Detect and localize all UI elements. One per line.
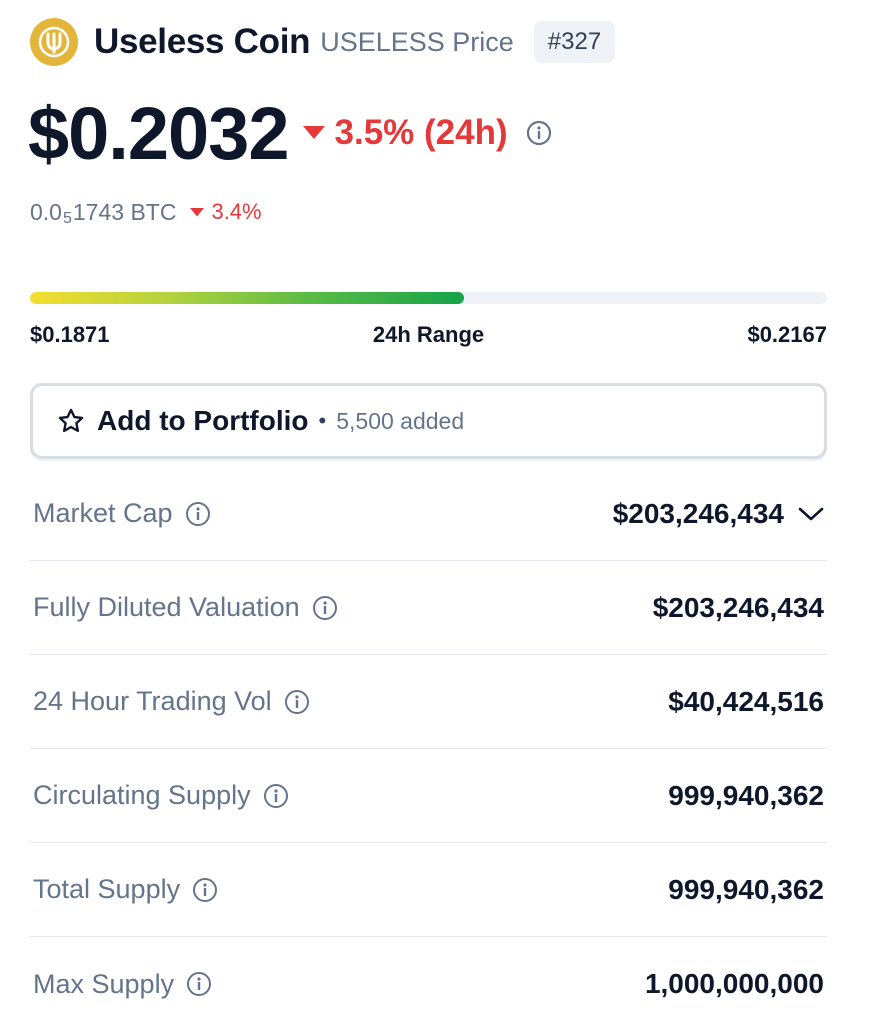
price-change-24h: 3.5% (24h) [302, 113, 508, 153]
stat-row-24h-trading-vol: 24 Hour Trading Vol $40,424,516 [30, 655, 827, 749]
stat-row-market-cap[interactable]: Market Cap $203,246,434 [30, 467, 827, 561]
range-low: $0.1871 [30, 322, 110, 347]
chevron-down-icon[interactable] [798, 506, 824, 522]
btc-price-zero-count: 5 [62, 210, 72, 227]
stat-label: 24 Hour Trading Vol [33, 686, 272, 716]
btc-price-rest: 1743 BTC [72, 198, 177, 225]
price-change-value: 3.5% (24h) [334, 113, 508, 152]
info-icon[interactable] [526, 120, 552, 146]
star-icon [58, 408, 84, 433]
stat-label: Market Cap [33, 498, 173, 528]
range-label: 24h Range [372, 322, 485, 347]
info-icon[interactable] [186, 971, 212, 997]
stat-value: $40,424,516 [668, 685, 824, 717]
rank-badge: #327 [533, 21, 616, 63]
separator-dot: • [318, 408, 327, 433]
info-icon[interactable] [192, 877, 218, 903]
add-to-portfolio-label: Add to Portfolio [97, 405, 309, 436]
stat-label: Circulating Supply [33, 780, 251, 810]
useless-coin-logo-icon [30, 18, 78, 66]
stat-value: 999,940,362 [668, 873, 824, 905]
coin-symbol-price-label: USELESS Price [320, 26, 514, 57]
stat-row-total-supply: Total Supply 999,940,362 [30, 843, 827, 937]
range-bar [30, 292, 827, 304]
portfolio-added-count: 5,500 added [336, 407, 465, 434]
stat-label: Total Supply [33, 874, 181, 904]
btc-change-value: 3.4% [211, 199, 262, 224]
btc-price-prefix: 0.0 [30, 198, 62, 225]
range-high: $0.2167 [747, 322, 827, 347]
stat-label: Fully Diluted Valuation [33, 592, 300, 622]
stat-label: Max Supply [33, 968, 175, 999]
info-icon[interactable] [263, 783, 289, 809]
stat-row-max-supply: Max Supply 1,000,000,000 [30, 937, 827, 1030]
stat-row-circulating-supply: Circulating Supply 999,940,362 [30, 749, 827, 843]
current-price: $0.2032 [28, 91, 289, 175]
info-icon[interactable] [312, 595, 338, 621]
price-row: $0.2032 3.5% (24h) [28, 88, 552, 178]
info-icon[interactable] [284, 689, 310, 715]
stat-row-fully-diluted-valuation: Fully Diluted Valuation $203,246,434 [30, 561, 827, 655]
range-labels: $0.1871 24h Range $0.2167 [30, 320, 827, 350]
btc-price-row: 0.0 5 1743 BTC 3.4% [30, 197, 262, 228]
add-to-portfolio-button[interactable]: Add to Portfolio • 5,500 added [30, 383, 827, 459]
stats-table: Market Cap $203,246,434 Fully Diluted Va… [30, 467, 827, 1030]
btc-change: 3.4% [190, 199, 262, 225]
caret-down-icon [302, 126, 325, 139]
stat-value: 999,940,362 [668, 779, 824, 811]
caret-down-icon [190, 207, 205, 216]
range-bar-fill [30, 292, 465, 304]
coin-header: Useless Coin USELESS Price #327 [30, 18, 616, 66]
info-icon[interactable] [185, 501, 211, 527]
stat-value: $203,246,434 [612, 497, 784, 529]
coin-name: Useless Coin [94, 22, 311, 61]
stat-value: 1,000,000,000 [644, 968, 824, 999]
stat-value: $203,246,434 [652, 591, 824, 623]
